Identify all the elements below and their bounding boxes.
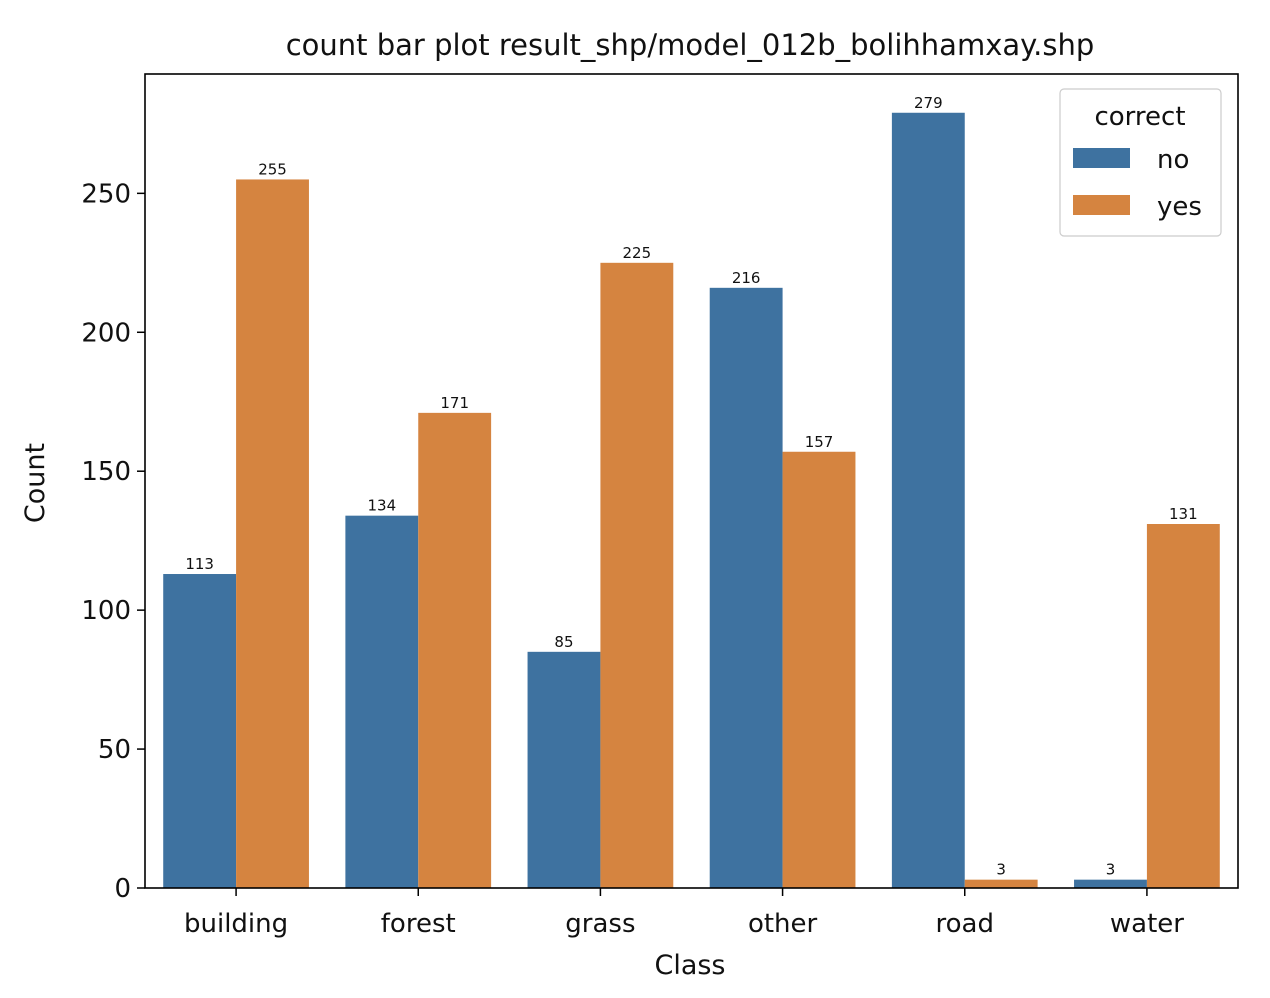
bar-forest-no (345, 515, 419, 888)
legend-label-yes: yes (1157, 192, 1202, 222)
x-tick-label: grass (565, 909, 635, 939)
bar-value-label: 85 (554, 633, 573, 651)
bar-water-yes (1146, 523, 1220, 888)
bar-value-label: 3 (1106, 861, 1116, 879)
bars-layer (163, 112, 1220, 889)
y-tick-label: 200 (81, 318, 131, 348)
x-axis-label: Class (654, 950, 725, 981)
bar-value-label: 216 (732, 269, 761, 287)
x-axis: building forest grass other road water (184, 888, 1184, 939)
bar-labels-layer: 113 255 134 171 85 225 216 157 279 3 3 131 (185, 94, 1197, 879)
legend-label-no: no (1157, 145, 1189, 175)
legend-swatch-no (1073, 148, 1130, 168)
plot-frame (144, 73, 1239, 889)
bar-water-no (1074, 879, 1147, 888)
legend-title: correct (1094, 102, 1185, 132)
legend-swatch-yes (1073, 195, 1130, 215)
y-tick-label: 50 (98, 735, 131, 765)
bar-value-label: 171 (440, 394, 469, 412)
y-axis-label: Count (20, 443, 51, 523)
bar-value-label: 225 (623, 244, 652, 262)
x-tick-label: road (936, 909, 994, 939)
bar-other-yes (782, 451, 856, 888)
x-tick-label: building (184, 909, 288, 939)
bar-grass-yes (600, 262, 674, 888)
bar-value-label: 279 (914, 94, 943, 112)
bar-other-no (709, 287, 783, 888)
y-tick-label: 250 (81, 179, 131, 209)
chart-title: count bar plot result_shp/model_012b_bol… (286, 28, 1095, 62)
bar-value-label: 157 (805, 433, 834, 451)
bar-value-label: 113 (185, 555, 214, 573)
bar-road-yes (964, 879, 1038, 888)
x-tick-label: other (748, 909, 818, 939)
y-tick-label: 100 (81, 596, 131, 626)
bar-value-label: 131 (1169, 505, 1198, 523)
bar-grass-no (527, 651, 601, 888)
legend: correct no yes (1059, 88, 1222, 237)
bar-forest-yes (418, 412, 492, 888)
x-tick-label: forest (381, 909, 456, 939)
bar-value-label: 3 (996, 861, 1006, 879)
x-tick-label: water (1110, 909, 1184, 939)
bar-value-label: 255 (258, 160, 287, 178)
y-tick-label: 150 (81, 457, 131, 487)
bar-value-label: 134 (367, 497, 396, 515)
bar-road-no (891, 112, 965, 888)
y-axis: 0 50 100 150 200 250 (81, 179, 145, 904)
y-tick-label: 0 (114, 874, 131, 904)
bar-building-no (163, 574, 237, 888)
bar-building-yes (236, 179, 309, 889)
